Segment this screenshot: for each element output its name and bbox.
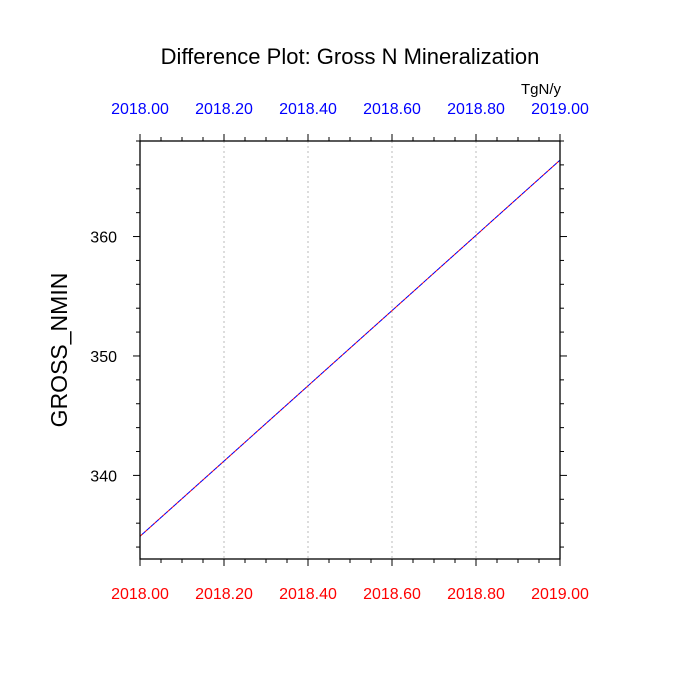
x-tick-label-bottom: 2018.40 bbox=[279, 586, 337, 603]
chart-title: Difference Plot: Gross N Mineralization bbox=[161, 44, 540, 69]
series-line-2 bbox=[139, 159, 561, 537]
plot-frame bbox=[139, 140, 561, 560]
series-group bbox=[139, 159, 561, 537]
x-tick-label-bottom: 2018.80 bbox=[447, 586, 505, 603]
x-tick-label-top: 2019.00 bbox=[531, 101, 589, 118]
x-tick-label-top: 2018.00 bbox=[111, 101, 169, 118]
units-label: TgN/y bbox=[521, 81, 562, 98]
y-tick-label: 360 bbox=[90, 230, 117, 247]
x-tick-label-top: 2018.60 bbox=[363, 101, 421, 118]
grid bbox=[223, 141, 477, 559]
x-tick-label-bottom: 2019.00 bbox=[531, 586, 589, 603]
x-tick-label-bottom: 2018.20 bbox=[195, 586, 253, 603]
y-tick-label: 340 bbox=[90, 468, 117, 485]
x-tick-label-top: 2018.80 bbox=[447, 101, 505, 118]
x-tick-label-bottom: 2018.00 bbox=[111, 586, 169, 603]
x-tick-label-top: 2018.40 bbox=[279, 101, 337, 118]
axes bbox=[133, 134, 567, 566]
x-tick-label-bottom: 2018.60 bbox=[363, 586, 421, 603]
tick-labels: 2018.00 2018.00 2018.20 2018.20 2018.40 2018.… bbox=[90, 101, 589, 603]
x-tick-label-top: 2018.20 bbox=[195, 101, 253, 118]
y-tick-label: 350 bbox=[90, 349, 117, 366]
y-axis-label: GROSS_NMIN bbox=[46, 273, 72, 428]
